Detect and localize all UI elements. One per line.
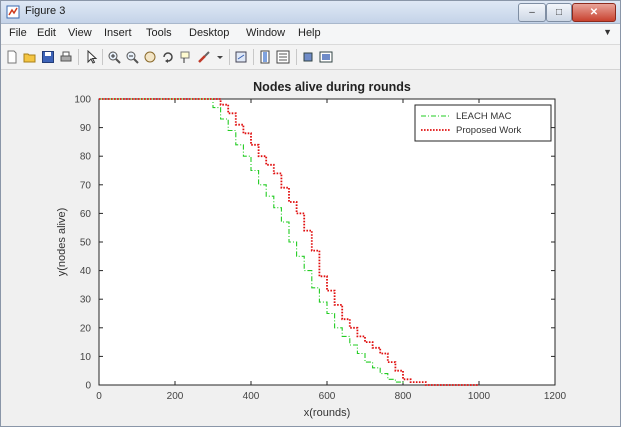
x-tick-label: 600 (319, 391, 336, 402)
zoom-out-icon[interactable] (125, 50, 139, 64)
toolbar-separator (78, 49, 79, 65)
legend[interactable]: LEACH MAC Proposed Work (414, 104, 552, 142)
open-file-icon[interactable] (23, 50, 37, 64)
line-chart[interactable]: Nodes alive during rounds 0 200 400 600 800 1… (5, 71, 614, 423)
rotate-3d-icon[interactable] (161, 50, 175, 64)
minimize-button[interactable]: – (518, 3, 546, 22)
menu-insert[interactable]: Insert (104, 27, 132, 39)
x-axis-label: x(rounds) (304, 407, 350, 419)
toolbar-separator (253, 49, 254, 65)
menu-help[interactable]: Help (298, 27, 321, 39)
menu-overflow-icon[interactable]: ▼ (603, 27, 612, 37)
y-tick-label: 80 (80, 152, 92, 163)
menu-tools[interactable]: Tools (146, 27, 172, 39)
close-button[interactable]: ✕ (572, 3, 616, 22)
data-cursor-icon[interactable] (179, 50, 193, 64)
y-tick-label: 50 (80, 238, 92, 249)
x-tick-label: 1200 (544, 391, 567, 402)
legend-icon[interactable] (276, 50, 290, 64)
series-line-proposed (99, 98, 479, 386)
matlab-figure-icon (6, 5, 20, 19)
series-lines (99, 98, 479, 386)
chart-title: Nodes alive during rounds (253, 80, 411, 94)
show-plot-tools-icon[interactable] (319, 50, 333, 64)
series-line-leach (99, 98, 404, 385)
maximize-button[interactable]: □ (546, 3, 572, 22)
close-icon: ✕ (589, 7, 599, 18)
maximize-icon: □ (555, 7, 563, 18)
menu-window[interactable]: Window (246, 27, 286, 39)
menu-file[interactable]: File (9, 27, 27, 39)
y-tick-label: 70 (80, 180, 92, 191)
y-tick-label: 20 (80, 323, 92, 334)
y-tick-label: 60 (80, 209, 92, 220)
menu-desktop[interactable]: Desktop (189, 27, 230, 39)
x-tick-label: 0 (96, 391, 102, 402)
figure-canvas: Nodes alive during rounds 0 200 400 600 800 1… (5, 71, 614, 423)
pointer-icon[interactable] (84, 50, 98, 64)
brush-dropdown-icon[interactable] (213, 50, 227, 64)
plot-area[interactable] (98, 98, 556, 386)
y-axis-label: y(nodes alive) (56, 208, 68, 276)
menu-view[interactable]: View (68, 27, 92, 39)
y-tick-label: 30 (80, 295, 92, 306)
x-tick-label: 1000 (468, 391, 491, 402)
window-title: Figure 3 (25, 5, 66, 17)
new-figure-icon[interactable] (5, 50, 19, 64)
save-icon[interactable] (41, 50, 55, 64)
brush-icon[interactable] (197, 50, 211, 64)
menu-bar: File Edit View Insert Tools Desktop Wind… (1, 24, 620, 45)
menu-edit[interactable]: Edit (37, 27, 56, 39)
pan-icon[interactable] (143, 50, 157, 64)
zoom-in-icon[interactable] (107, 50, 121, 64)
y-tick-label: 10 (80, 352, 92, 363)
title-bar: Figure 3 – □ ✕ (1, 1, 620, 24)
x-tick-label: 200 (167, 391, 184, 402)
x-tick-label: 800 (395, 391, 412, 402)
legend-label-leach: LEACH MAC (456, 111, 512, 122)
toolbar-separator (102, 49, 103, 65)
minimize-icon: – (529, 7, 535, 18)
print-icon[interactable] (59, 50, 73, 64)
link-plot-icon[interactable] (234, 50, 248, 64)
y-tick-label: 90 (80, 123, 92, 134)
legend-box (414, 104, 552, 142)
colorbar-icon[interactable] (258, 50, 272, 64)
y-tick-label: 100 (74, 95, 91, 106)
figure-toolbar (1, 45, 620, 70)
y-tick-label: 0 (85, 381, 91, 392)
legend-label-proposed: Proposed Work (456, 125, 522, 136)
hide-plot-tools-icon[interactable] (301, 50, 315, 64)
toolbar-separator (296, 49, 297, 65)
y-tick-label: 40 (80, 266, 92, 277)
toolbar-separator (229, 49, 230, 65)
x-tick-label: 400 (243, 391, 260, 402)
